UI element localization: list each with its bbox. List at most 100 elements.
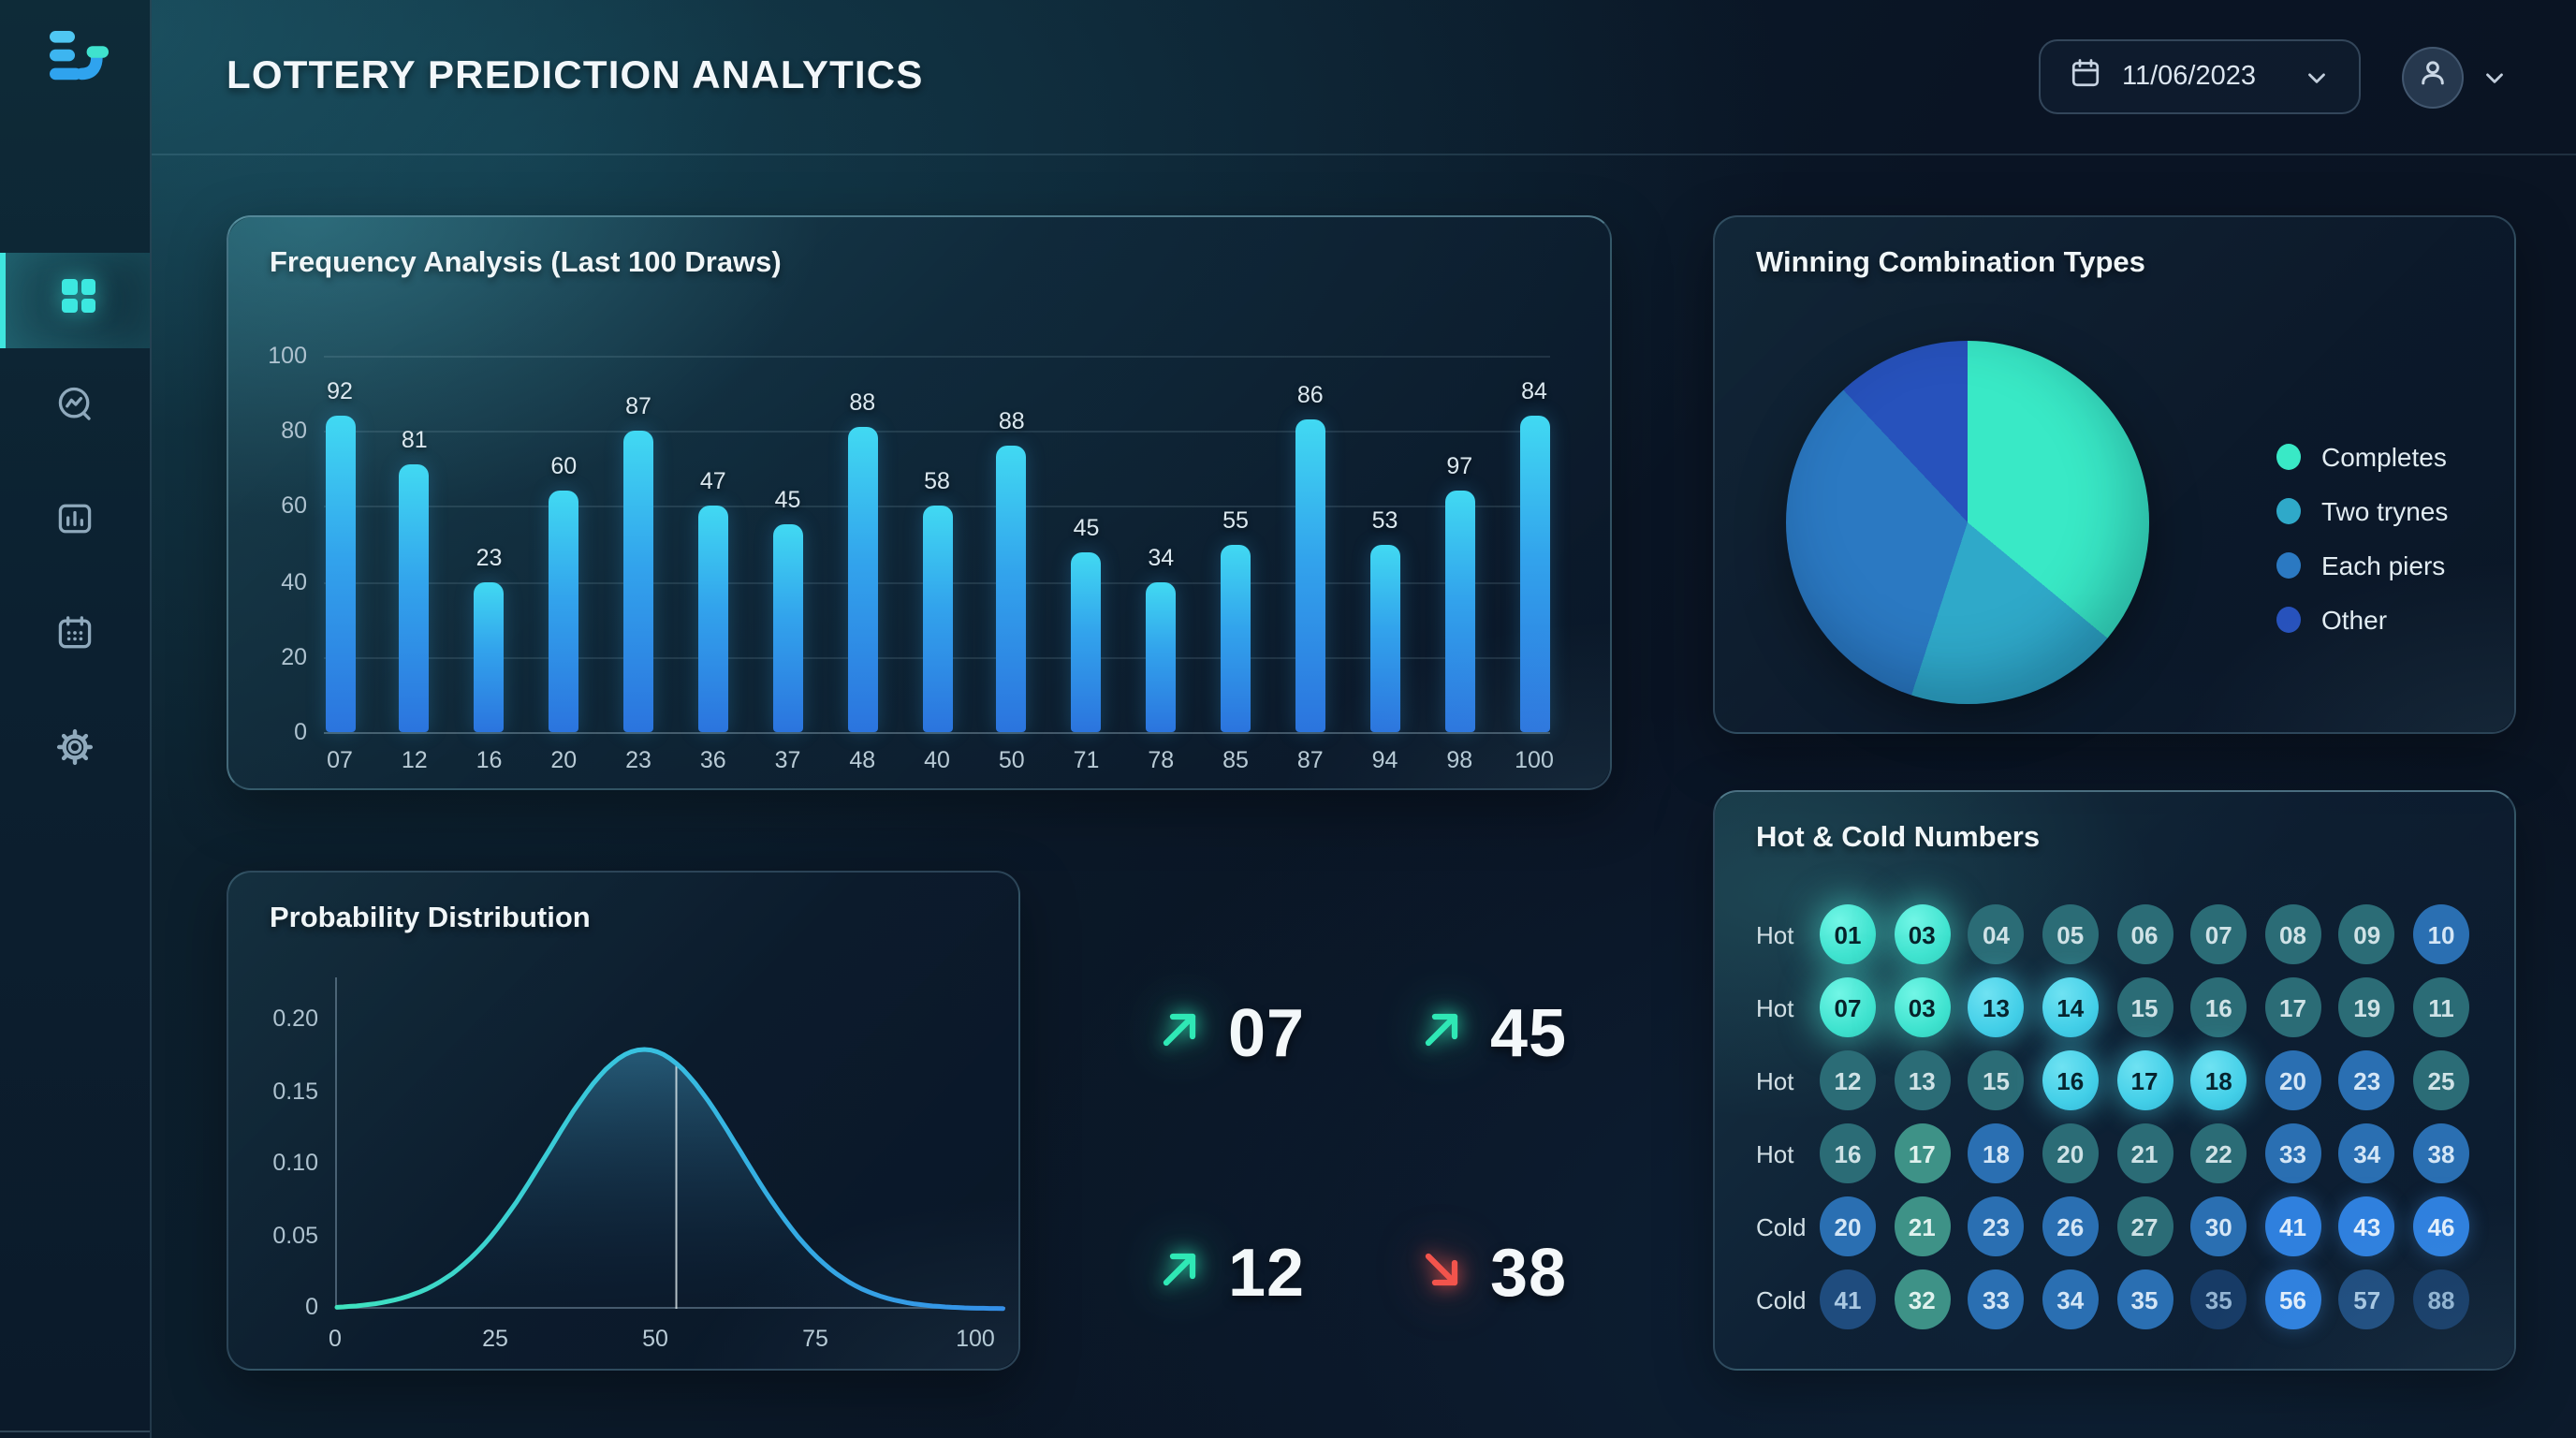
number-cell[interactable]: 05 (2042, 904, 2099, 964)
number-cell[interactable]: 25 (2413, 1050, 2469, 1110)
number-cell[interactable]: 03 (1894, 904, 1951, 964)
number-cell[interactable]: 16 (2042, 1050, 2099, 1110)
number-cell[interactable]: 03 (1894, 977, 1951, 1037)
number-cell[interactable]: 13 (1894, 1050, 1951, 1110)
x-axis-tick: 100 (956, 1326, 995, 1352)
bar-value-label: 34 (1148, 544, 1175, 571)
number-cell[interactable]: 32 (1894, 1269, 1951, 1329)
number-cell[interactable]: 26 (2042, 1196, 2099, 1256)
y-axis-tick: 100 (268, 343, 307, 369)
bar-value-label: 23 (476, 544, 503, 571)
bar[interactable] (1444, 491, 1475, 732)
number-cell[interactable]: 10 (2413, 904, 2469, 964)
sidebar-item-statistics[interactable] (0, 476, 150, 571)
number-cell[interactable]: 07 (2190, 904, 2247, 964)
number-cell[interactable]: 13 (1968, 977, 2025, 1037)
y-axis-tick: 80 (281, 418, 307, 445)
bar[interactable] (399, 464, 430, 732)
bar-slot: 47 (697, 356, 729, 732)
calendar-dots-icon (54, 612, 95, 663)
profile-chevron-down-icon[interactable] (2481, 63, 2509, 91)
number-cell[interactable]: 16 (1820, 1123, 1876, 1183)
bar[interactable] (1295, 419, 1325, 732)
number-cell[interactable]: 01 (1820, 904, 1876, 964)
number-cell[interactable]: 17 (1894, 1123, 1951, 1183)
bar-value-label: 86 (1296, 382, 1324, 409)
hot-cold-row: Hot 12 13 15 16 17 18 20 23 25 (1756, 1050, 2469, 1110)
number-cell[interactable]: 15 (1968, 1050, 2025, 1110)
legend-label: Each piers (2321, 550, 2446, 580)
number-cell[interactable]: 07 (1820, 977, 1876, 1037)
bar[interactable] (325, 416, 355, 732)
number-cell[interactable]: 33 (2264, 1123, 2321, 1183)
number-cell[interactable]: 23 (2338, 1050, 2395, 1110)
number-cell[interactable]: 18 (2190, 1050, 2247, 1110)
x-axis-tick-label: 78 (1148, 747, 1175, 773)
number-cell[interactable]: 12 (1820, 1050, 1876, 1110)
bar[interactable] (1221, 544, 1251, 732)
number-cell[interactable]: 22 (2190, 1123, 2247, 1183)
bar[interactable] (474, 581, 505, 732)
number-cell[interactable]: 57 (2338, 1269, 2395, 1329)
page-title: LOTTERY PREDICTION ANALYTICS (227, 54, 924, 97)
sidebar-item-settings[interactable] (0, 704, 150, 800)
number-cell[interactable]: 21 (1894, 1196, 1951, 1256)
bar[interactable] (1146, 581, 1177, 732)
number-cell[interactable]: 20 (1820, 1196, 1876, 1256)
number-cell[interactable]: 34 (2042, 1269, 2099, 1329)
number-cell[interactable]: 27 (2116, 1196, 2173, 1256)
bar-series: 92 81 23 60 87 47 45 88 58 88 45 34 55 86 53 97 84 (324, 356, 1550, 732)
number-cell[interactable]: 16 (2190, 977, 2247, 1037)
sidebar-item-trends[interactable] (0, 361, 150, 457)
trend-up-icon (1153, 1242, 1206, 1304)
bar[interactable] (549, 491, 579, 732)
legend-item: Two trynes (2276, 496, 2448, 526)
number-cell[interactable]: 43 (2338, 1196, 2395, 1256)
number-cell[interactable]: 41 (1820, 1269, 1876, 1329)
number-cell[interactable]: 46 (2413, 1196, 2469, 1256)
bar[interactable] (1369, 544, 1400, 732)
bar[interactable] (1519, 416, 1549, 732)
number-cell[interactable]: 88 (2413, 1269, 2469, 1329)
bar[interactable] (623, 431, 653, 732)
number-cell[interactable]: 08 (2264, 904, 2321, 964)
number-cell[interactable]: 38 (2413, 1123, 2469, 1183)
number-cell[interactable]: 23 (1968, 1196, 2025, 1256)
number-cell[interactable]: 20 (2042, 1123, 2099, 1183)
number-cell[interactable]: 35 (2116, 1269, 2173, 1329)
number-cell[interactable]: 30 (2190, 1196, 2247, 1256)
bar-value-label: 97 (1446, 453, 1473, 480)
bar[interactable] (1071, 551, 1102, 732)
bar-slot: 84 (1518, 356, 1550, 732)
number-cell[interactable]: 19 (2338, 977, 2395, 1037)
number-cell[interactable]: 15 (2116, 977, 2173, 1037)
number-cell[interactable]: 11 (2413, 977, 2469, 1037)
number-cell[interactable]: 18 (1968, 1123, 2025, 1183)
bar[interactable] (996, 446, 1027, 732)
bar[interactable] (847, 427, 878, 732)
number-cell[interactable]: 04 (1968, 904, 2025, 964)
number-cell[interactable]: 14 (2042, 977, 2099, 1037)
number-cell[interactable]: 56 (2264, 1269, 2321, 1329)
number-cell[interactable]: 20 (2264, 1050, 2321, 1110)
number-cell[interactable]: 41 (2264, 1196, 2321, 1256)
bar[interactable] (772, 524, 803, 732)
number-cell[interactable]: 17 (2264, 977, 2321, 1037)
bar[interactable] (922, 506, 952, 732)
sidebar-item-calendar[interactable] (0, 590, 150, 685)
bar[interactable] (697, 506, 728, 732)
number-cell[interactable]: 09 (2338, 904, 2395, 964)
number-cell[interactable]: 21 (2116, 1123, 2173, 1183)
row-label: Cold (1756, 1285, 1807, 1313)
bar-value-label: 81 (401, 427, 428, 454)
date-picker[interactable]: 11/06/2023 (2038, 39, 2361, 114)
sidebar-item-dashboard[interactable] (0, 253, 150, 348)
frequency-x-axis: 07 12 16 20 23 36 37 48 40 50 71 78 85 87 94 98 100 (324, 747, 1554, 773)
number-cell[interactable]: 06 (2116, 904, 2173, 964)
number-cell[interactable]: 34 (2338, 1123, 2395, 1183)
number-cell[interactable]: 17 (2116, 1050, 2173, 1110)
bar-slot: 45 (772, 356, 804, 732)
avatar[interactable] (2402, 46, 2464, 108)
number-cell[interactable]: 35 (2190, 1269, 2247, 1329)
number-cell[interactable]: 33 (1968, 1269, 2025, 1329)
